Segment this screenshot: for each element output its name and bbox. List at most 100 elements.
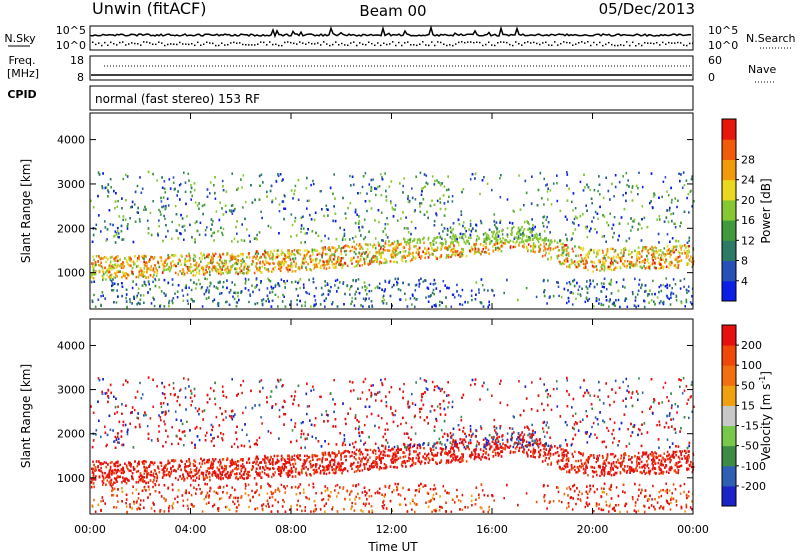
range-cell	[669, 250, 672, 253]
range-cell	[145, 284, 147, 287]
range-cell	[633, 218, 636, 222]
range-cell	[416, 298, 418, 301]
range-cell	[669, 263, 672, 267]
nsearch-dot	[317, 42, 319, 44]
range-cell	[409, 241, 412, 244]
range-cell	[567, 252, 570, 255]
range-cell	[644, 284, 647, 287]
range-cell	[425, 174, 428, 177]
range-cell	[402, 246, 404, 249]
range-cell	[187, 302, 189, 305]
range-cell	[480, 221, 483, 225]
range-cell	[245, 267, 248, 270]
range-cell	[637, 289, 640, 292]
range-cell	[368, 183, 371, 186]
range-cell	[139, 302, 141, 306]
nsearch-dot	[200, 44, 202, 46]
range-cell	[535, 232, 538, 236]
range-cell	[587, 256, 589, 259]
range-cell	[132, 272, 134, 276]
range-cell	[341, 238, 344, 241]
range-cell	[607, 224, 610, 227]
range-cell	[185, 286, 187, 290]
range-cell	[154, 284, 157, 288]
range-cell	[210, 228, 212, 231]
range-cell	[452, 247, 455, 251]
range-cell	[642, 246, 644, 249]
range-cell	[298, 267, 301, 271]
range-cell	[345, 253, 347, 256]
range-cell	[637, 304, 640, 308]
range-cell	[196, 204, 199, 207]
cpid-strip: CPID normal (fast stereo) 153 RF	[7, 85, 694, 111]
range-cell	[99, 257, 101, 260]
range-cell	[209, 273, 211, 277]
range-cell	[574, 207, 577, 210]
range-cell	[184, 181, 187, 184]
range-cell	[691, 302, 693, 306]
range-cell	[512, 245, 515, 249]
range-cell	[685, 300, 688, 304]
range-cell	[531, 218, 533, 221]
range-cell	[182, 268, 184, 271]
range-cell	[200, 260, 202, 263]
range-cell	[297, 281, 299, 285]
range-cell	[562, 251, 565, 254]
range-cell	[601, 249, 604, 252]
range-cell	[110, 266, 112, 270]
range-cell	[547, 257, 549, 261]
range-cell	[214, 252, 217, 256]
range-cell	[178, 260, 180, 263]
range-cell	[556, 241, 559, 244]
range-cell	[135, 296, 138, 299]
nsearch-dot	[362, 43, 364, 46]
range-cell	[488, 228, 491, 231]
range-cell	[207, 255, 210, 259]
nsearch-dot	[230, 42, 232, 44]
range-cell	[638, 283, 640, 286]
range-cell	[650, 172, 653, 175]
range-cell	[628, 249, 630, 253]
range-cell	[454, 234, 457, 237]
range-cell	[270, 184, 273, 188]
range-cell	[503, 291, 505, 295]
range-cell	[141, 255, 143, 258]
range-cell	[659, 249, 662, 252]
range-cell	[683, 210, 686, 213]
range-cell	[455, 239, 457, 243]
range-cell	[261, 265, 264, 268]
nsearch-dot	[674, 42, 676, 44]
range-cell	[312, 258, 314, 262]
range-cell	[537, 188, 540, 192]
range-cell	[572, 209, 574, 212]
range-cell	[104, 297, 106, 300]
range-cell	[277, 282, 279, 285]
range-cell	[274, 266, 276, 269]
range-cell	[660, 289, 663, 293]
range-cell	[447, 175, 449, 178]
range-cell	[502, 237, 504, 240]
range-cell	[410, 220, 413, 224]
range-cell	[364, 299, 367, 302]
range-cell	[100, 265, 103, 268]
range-cell	[341, 266, 343, 270]
range-cell	[370, 207, 373, 210]
range-cell	[673, 250, 676, 254]
range-cell	[414, 198, 417, 201]
range-cell	[603, 269, 605, 272]
range-cell	[374, 219, 376, 222]
nsearch-label: N.Search	[746, 32, 796, 45]
nsearch-dot	[146, 41, 148, 43]
range-cell	[266, 261, 268, 264]
range-cell	[108, 276, 110, 279]
range-cell	[664, 253, 667, 256]
range-cell	[644, 261, 646, 264]
range-cell	[272, 258, 274, 261]
range-cell	[618, 180, 621, 184]
range-cell	[488, 303, 491, 307]
range-cell	[233, 237, 236, 240]
range-cell	[484, 250, 487, 254]
range-cell	[184, 257, 186, 261]
range-cell	[95, 227, 97, 231]
range-cell	[107, 271, 110, 274]
